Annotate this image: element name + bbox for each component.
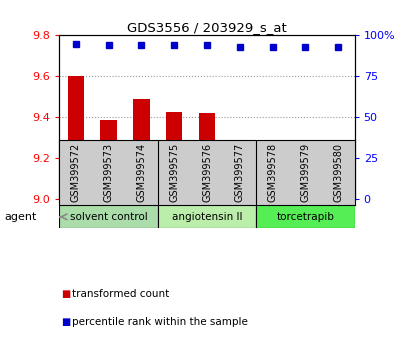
- Bar: [297, 172, 313, 199]
- Text: GSM399577: GSM399577: [234, 143, 244, 202]
- Bar: [100, 120, 117, 199]
- Bar: [166, 112, 182, 199]
- Text: GSM399572: GSM399572: [71, 143, 81, 202]
- Title: GDS3556 / 203929_s_at: GDS3556 / 203929_s_at: [127, 21, 286, 34]
- Text: ■: ■: [61, 289, 71, 299]
- Bar: [231, 149, 247, 199]
- Bar: [59, 205, 157, 228]
- Text: angiotensin II: angiotensin II: [171, 212, 242, 222]
- Bar: [67, 76, 84, 199]
- Text: solvent control: solvent control: [70, 212, 147, 222]
- Bar: [133, 99, 149, 199]
- Text: GSM399574: GSM399574: [136, 143, 146, 202]
- Text: torcetrapib: torcetrapib: [276, 212, 334, 222]
- Text: transformed count: transformed count: [72, 289, 169, 299]
- Text: percentile rank within the sample: percentile rank within the sample: [72, 317, 247, 327]
- Bar: [198, 113, 215, 199]
- Text: agent: agent: [4, 212, 36, 222]
- Text: GSM399579: GSM399579: [300, 143, 310, 202]
- Text: ■: ■: [61, 317, 71, 327]
- Text: GSM399573: GSM399573: [103, 143, 113, 202]
- Bar: [256, 205, 354, 228]
- Bar: [329, 172, 346, 199]
- Bar: [264, 172, 280, 199]
- Text: GSM399575: GSM399575: [169, 143, 179, 202]
- Text: GSM399580: GSM399580: [333, 143, 342, 202]
- Text: GSM399578: GSM399578: [267, 143, 277, 202]
- Text: GSM399576: GSM399576: [202, 143, 211, 202]
- Bar: [157, 205, 256, 228]
